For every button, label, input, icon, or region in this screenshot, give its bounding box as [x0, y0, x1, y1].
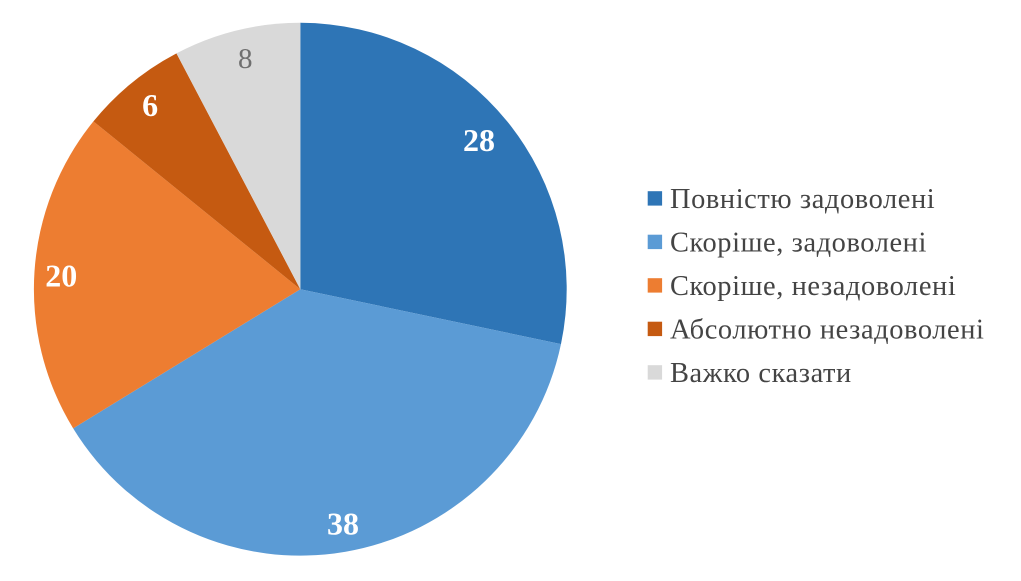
- svg-text:28: 28: [463, 122, 495, 158]
- svg-text:8: 8: [238, 43, 253, 75]
- svg-text:Повністю задоволені: Повністю задоволені: [670, 184, 935, 215]
- svg-text:Важко сказати: Важко сказати: [670, 358, 852, 389]
- svg-text:6: 6: [142, 87, 158, 123]
- svg-text:Скоріше, незадоволені: Скоріше, незадоволені: [670, 271, 956, 302]
- svg-text:38: 38: [327, 506, 359, 542]
- svg-text:Скоріше, задоволені: Скоріше, задоволені: [670, 227, 927, 258]
- svg-text:Абсолютно незадоволені: Абсолютно незадоволені: [670, 314, 985, 345]
- svg-text:20: 20: [45, 258, 77, 294]
